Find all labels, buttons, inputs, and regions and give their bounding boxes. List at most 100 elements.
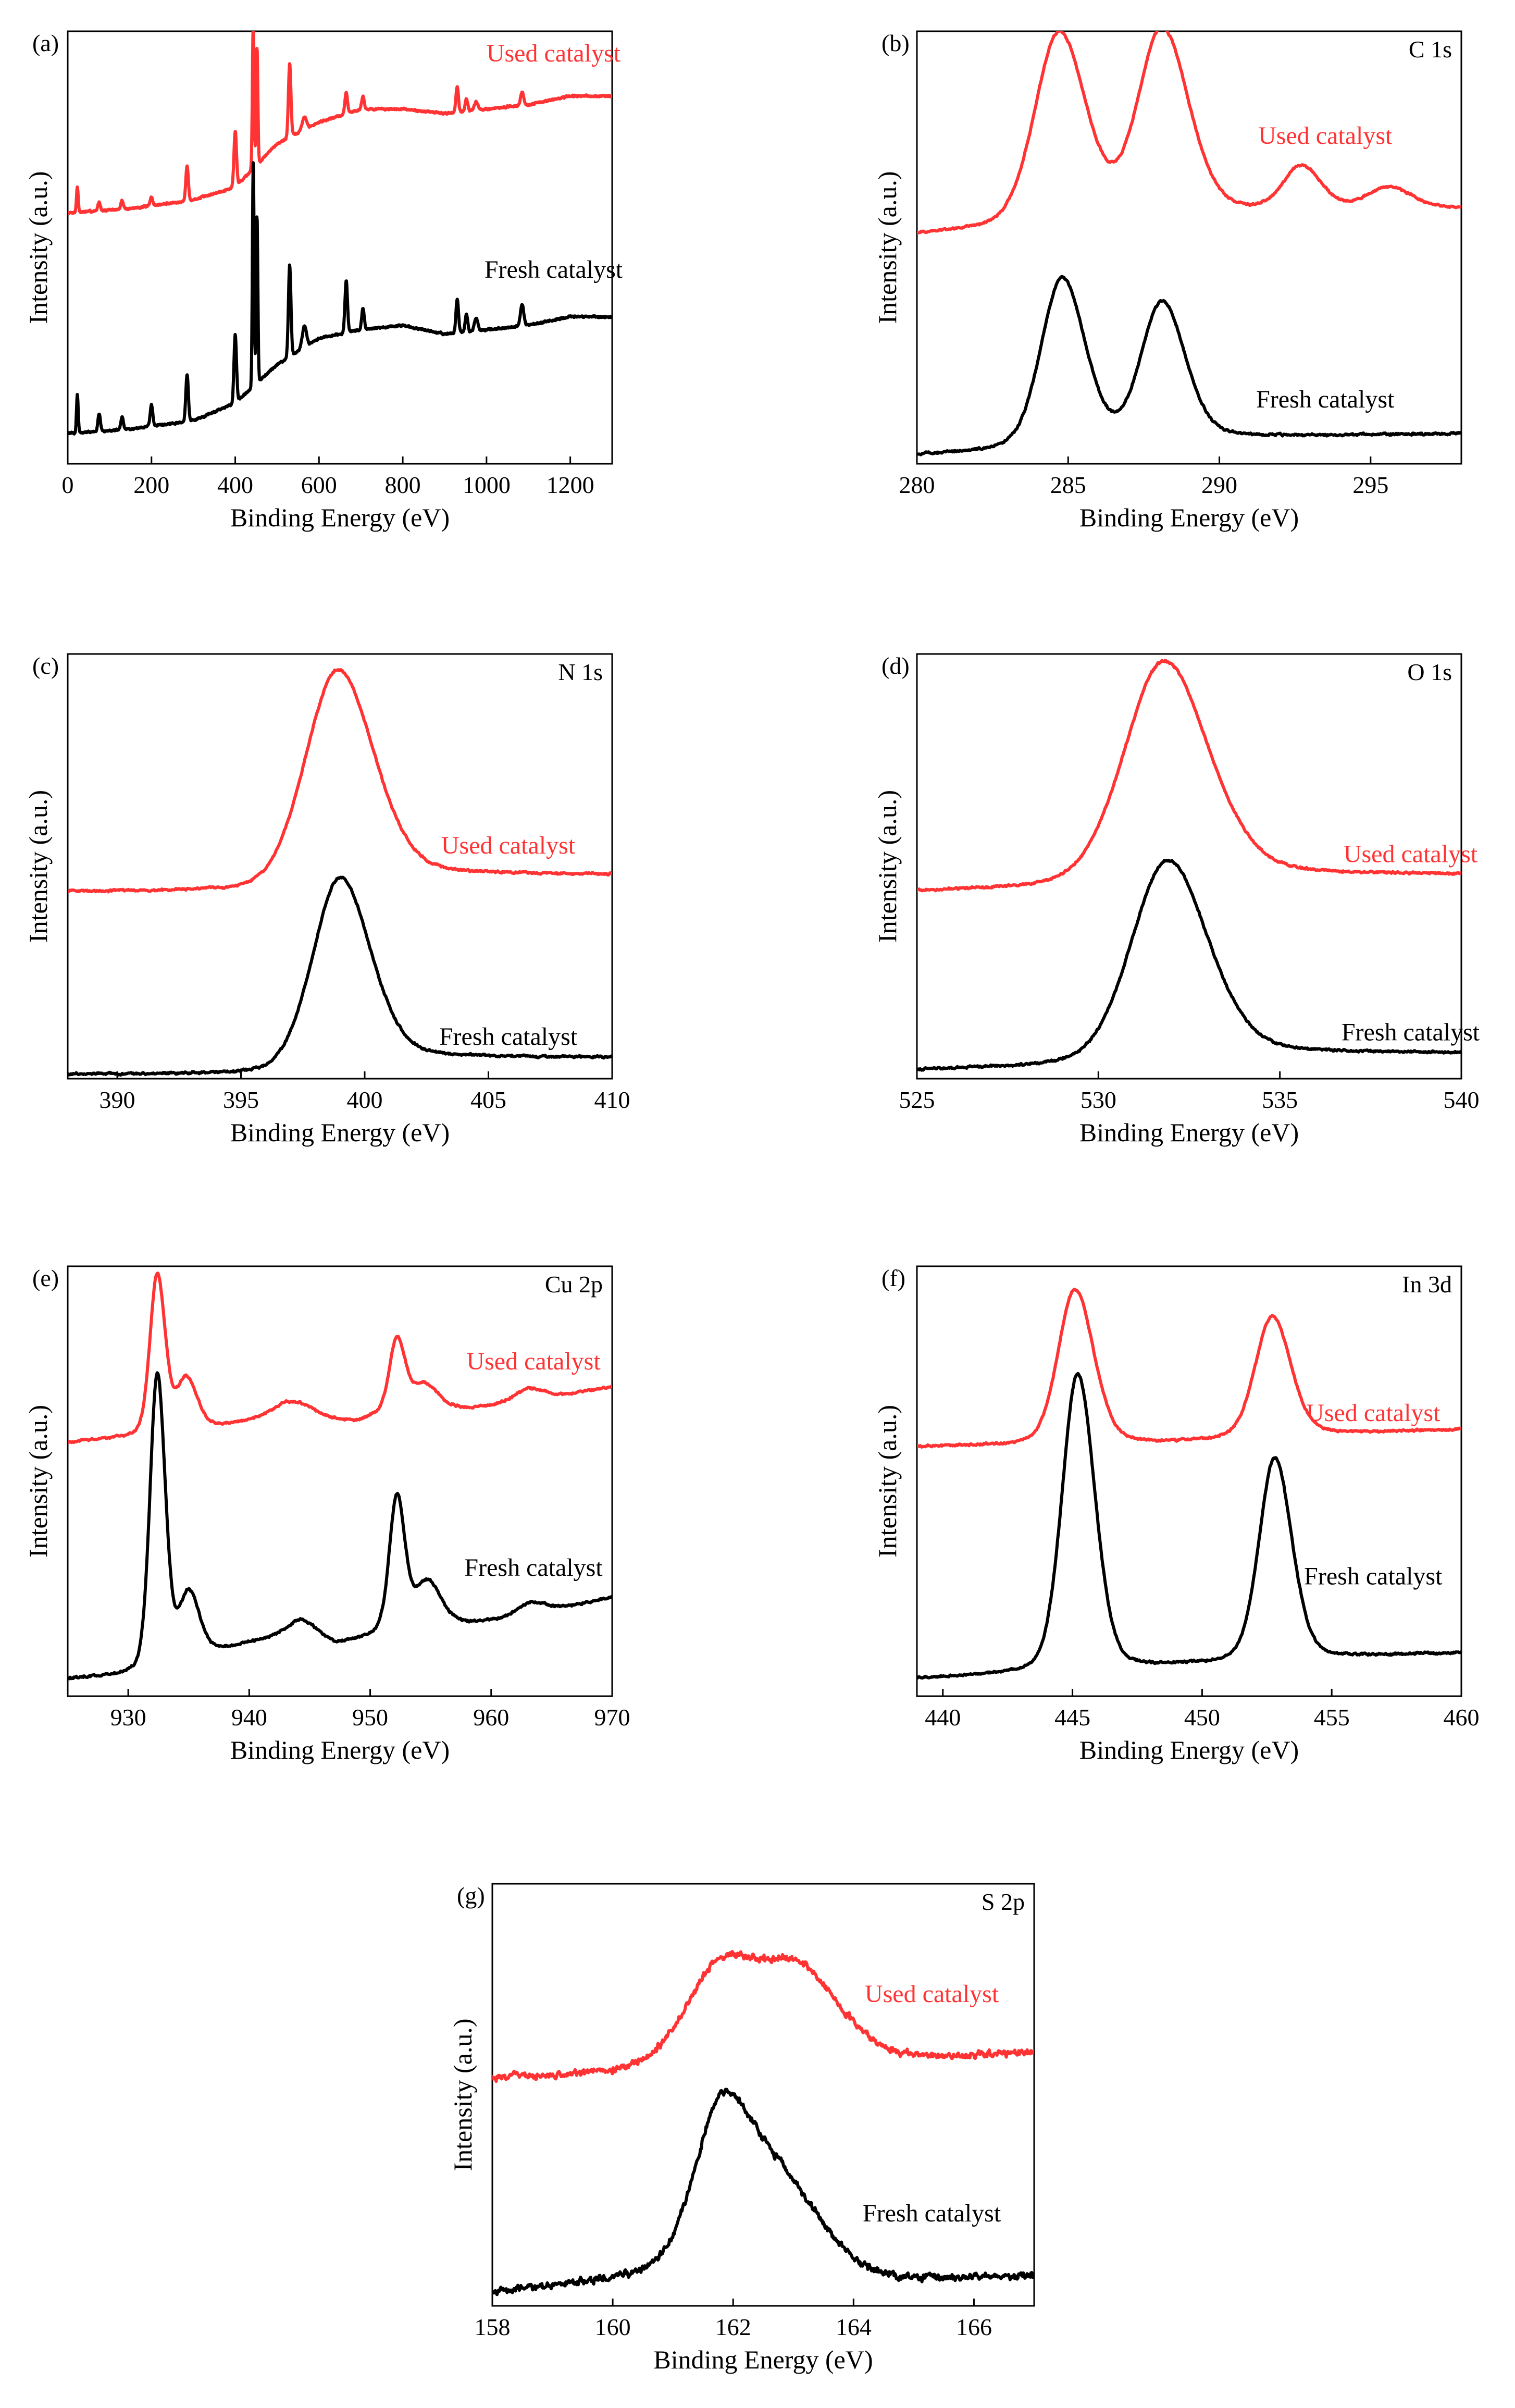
- y-axis-label-a: Intensity (a.u.): [23, 171, 53, 324]
- used-catalyst-spectrum-b: [917, 31, 1461, 235]
- fresh-catalyst-label-a: Fresh catalyst: [485, 256, 623, 283]
- x-axis-label-f: Binding Energy (eV): [1079, 1735, 1299, 1764]
- x-tick-label-f: 440: [925, 1704, 961, 1731]
- x-tick-label-c: 410: [594, 1086, 630, 1113]
- y-axis-label-e: Intensity (a.u.): [23, 1405, 53, 1558]
- used-catalyst-label-e: Used catalyst: [466, 1348, 601, 1375]
- x-axis-label-c: Binding Energy (eV): [230, 1118, 450, 1147]
- x-tick-label-d: 525: [899, 1086, 935, 1113]
- plot-frame-a: [67, 30, 613, 465]
- x-tick-label-c: 405: [470, 1086, 506, 1113]
- x-tick-label-g: 166: [956, 2314, 992, 2340]
- fresh-catalyst-spectrum-e: [68, 1371, 612, 1681]
- x-tick-label-c: 395: [223, 1086, 259, 1113]
- used-catalyst-spectrum-g: [492, 1950, 1034, 2083]
- used-catalyst-label-a: Used catalyst: [487, 40, 621, 67]
- y-axis-label-c: Intensity (a.u.): [23, 790, 53, 943]
- fresh-catalyst-label-g: Fresh catalyst: [863, 2200, 1001, 2227]
- y-axis-label-d: Intensity (a.u.): [873, 790, 902, 943]
- x-tick-label-b: 285: [1050, 472, 1086, 498]
- plot-frame-g: [491, 1883, 1035, 2307]
- x-axis-label-b: Binding Energy (eV): [1079, 503, 1299, 532]
- plot-frame-c: [67, 653, 613, 1080]
- x-tick-label-b: 280: [899, 472, 935, 498]
- used-catalyst-spectrum-e: [68, 1271, 612, 1444]
- fresh-catalyst-spectrum-a: [68, 161, 612, 436]
- panel-g: 158 160 162 164 166 Binding Energy (eV) Intens…: [448, 1882, 1035, 2374]
- fresh-catalyst-spectrum-c: [68, 875, 612, 1077]
- x-tick-label-e: 960: [473, 1704, 509, 1731]
- x-tick-label-g: 158: [475, 2314, 511, 2340]
- x-tick-label-a: 1200: [547, 472, 594, 498]
- used-catalyst-spectrum-a: [68, 31, 612, 215]
- plot-frame-e: [67, 1265, 613, 1697]
- fresh-catalyst-label-e: Fresh catalyst: [464, 1554, 603, 1582]
- x-tick-label-e: 970: [594, 1704, 630, 1731]
- x-tick-label-f: 460: [1444, 1704, 1480, 1731]
- x-tick-label-a: 1000: [463, 472, 511, 498]
- x-tick-label-a: 200: [133, 472, 169, 498]
- used-catalyst-label-d: Used catalyst: [1344, 840, 1478, 868]
- x-tick-label-c: 390: [100, 1086, 135, 1113]
- used-catalyst-label-b: Used catalyst: [1258, 122, 1393, 150]
- fresh-catalyst-spectrum-b: [917, 275, 1461, 456]
- fresh-catalyst-spectrum-f: [917, 1372, 1461, 1680]
- fresh-catalyst-label-d: Fresh catalyst: [1342, 1019, 1480, 1046]
- x-axis-label-e: Binding Energy (eV): [230, 1735, 450, 1764]
- x-tick-label-a: 800: [385, 472, 421, 498]
- plot-frame-d: [916, 653, 1462, 1080]
- x-tick-label-a: 0: [62, 472, 74, 498]
- x-tick-label-c: 400: [347, 1086, 383, 1113]
- x-tick-label-e: 950: [352, 1704, 388, 1731]
- panel-b: 280 285 290 295 Binding Energy (eV) Intensity…: [873, 30, 1462, 532]
- x-tick-label-b: 295: [1352, 472, 1388, 498]
- y-axis-label-g: Intensity (a.u.): [448, 2019, 477, 2171]
- panel-label-b: (b): [881, 30, 910, 56]
- fresh-catalyst-label-f: Fresh catalyst: [1304, 1563, 1443, 1590]
- element-label-c: N 1s: [558, 659, 603, 685]
- fresh-catalyst-spectrum-g: [492, 2088, 1034, 2296]
- x-tick-label-b: 290: [1201, 472, 1237, 498]
- x-axis-label-a: Binding Energy (eV): [230, 503, 450, 532]
- used-catalyst-label-f: Used catalyst: [1306, 1399, 1441, 1427]
- panel-f: 440 445 450 455 460 Binding Energy (eV) Intens…: [873, 1265, 1480, 1764]
- element-label-e: Cu 2p: [545, 1271, 603, 1298]
- used-catalyst-spectrum-c: [68, 668, 612, 894]
- panel-label-e: (e): [32, 1265, 59, 1291]
- element-label-f: In 3d: [1402, 1271, 1452, 1298]
- plot-frame-f: [916, 1265, 1462, 1697]
- x-tick-label-f: 450: [1184, 1704, 1220, 1731]
- used-catalyst-spectrum-d: [917, 659, 1461, 893]
- x-tick-label-g: 162: [715, 2314, 751, 2340]
- x-tick-label-d: 540: [1444, 1086, 1480, 1113]
- plot-frame-b: [916, 30, 1462, 465]
- y-axis-label-b: Intensity (a.u.): [873, 171, 902, 324]
- x-tick-label-e: 940: [231, 1704, 267, 1731]
- x-tick-label-f: 455: [1314, 1704, 1350, 1731]
- x-tick-label-g: 160: [595, 2314, 631, 2340]
- element-label-d: O 1s: [1407, 659, 1452, 685]
- panel-e: 930 940 950 960 970 Binding Energy (eV) Intens…: [23, 1265, 630, 1764]
- fresh-catalyst-label-b: Fresh catalyst: [1256, 386, 1395, 413]
- element-label-b: C 1s: [1409, 36, 1452, 63]
- element-label-g: S 2p: [982, 1888, 1025, 1915]
- panel-a: 0 200 400 600 800 1000 1200 Binding Energy (eV)…: [23, 30, 623, 532]
- fresh-catalyst-spectrum-d: [917, 858, 1461, 1072]
- x-tick-label-d: 530: [1081, 1086, 1116, 1113]
- panel-label-f: (f): [881, 1265, 905, 1291]
- used-catalyst-spectrum-f: [917, 1288, 1461, 1449]
- x-axis-label-g: Binding Energy (eV): [653, 2345, 873, 2374]
- x-tick-label-f: 445: [1054, 1704, 1090, 1731]
- used-catalyst-label-c: Used catalyst: [441, 832, 576, 859]
- panel-label-g: (g): [457, 1882, 485, 1909]
- panel-c: 390 395 400 405 410 Binding Energy (eV) Intens…: [23, 652, 630, 1147]
- x-tick-label-e: 930: [110, 1704, 146, 1731]
- panel-d: 525 530 535 540 Binding Energy (eV) Intensity…: [873, 652, 1480, 1147]
- y-axis-label-f: Intensity (a.u.): [873, 1405, 902, 1558]
- x-tick-label-a: 400: [217, 472, 253, 498]
- panel-label-d: (d): [881, 652, 910, 679]
- x-tick-label-a: 600: [301, 472, 337, 498]
- panel-label-c: (c): [32, 652, 59, 679]
- used-catalyst-label-g: Used catalyst: [865, 1980, 999, 2008]
